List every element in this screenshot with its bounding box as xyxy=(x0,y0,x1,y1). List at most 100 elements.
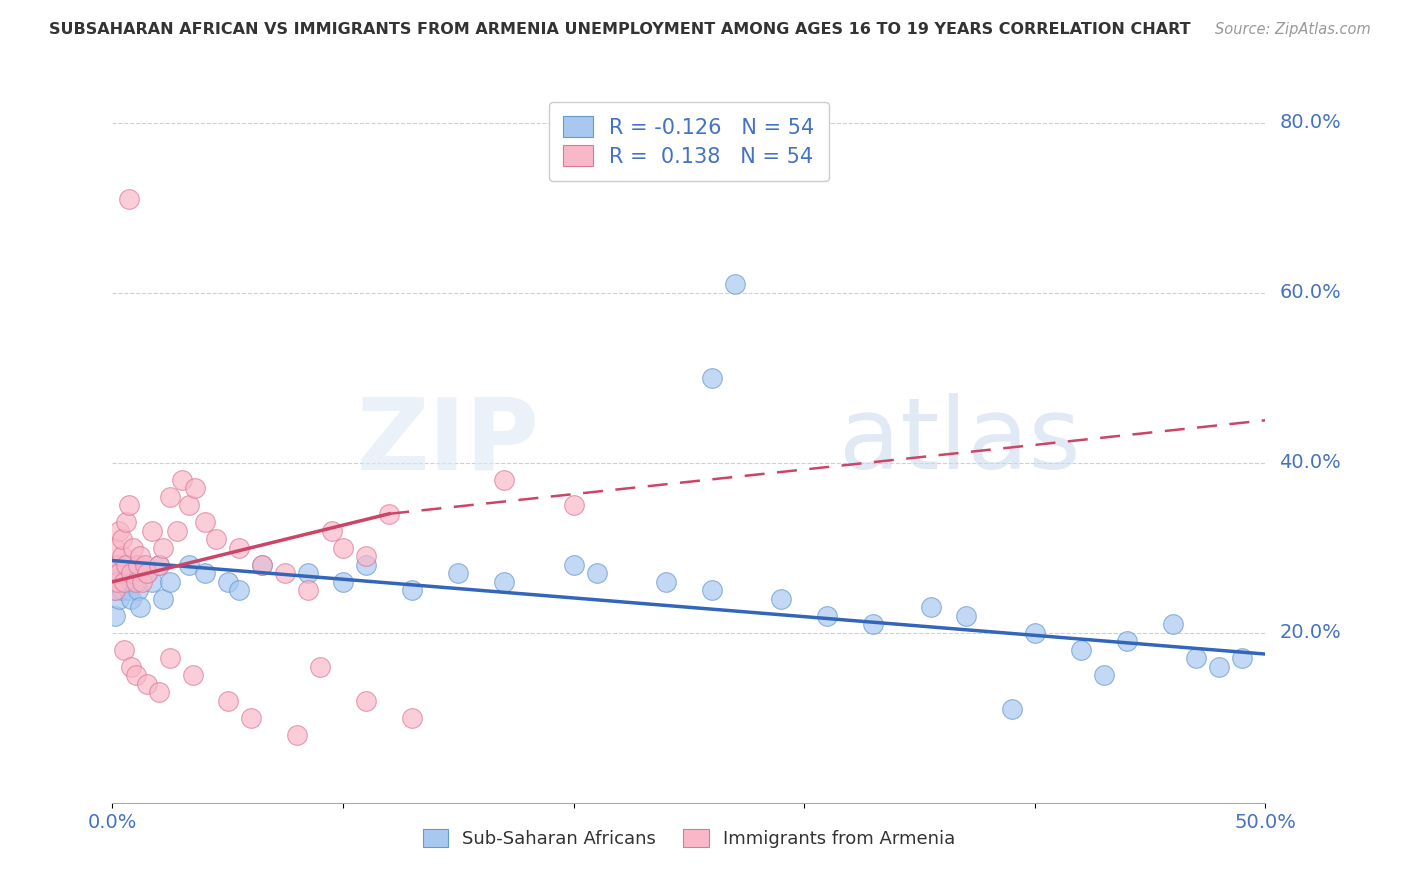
Point xyxy=(177,498,200,512)
Text: 40.0%: 40.0% xyxy=(1279,453,1341,472)
Point xyxy=(120,591,142,606)
Point xyxy=(920,600,942,615)
Point xyxy=(104,608,127,623)
Point xyxy=(124,668,146,682)
Point xyxy=(148,558,170,572)
Point xyxy=(115,558,138,572)
Point xyxy=(112,642,135,657)
Point xyxy=(1001,702,1024,716)
Point xyxy=(111,549,134,564)
Text: 80.0%: 80.0% xyxy=(1279,113,1341,132)
Point xyxy=(159,490,181,504)
Point xyxy=(447,566,470,581)
Point xyxy=(494,473,516,487)
Point xyxy=(354,558,377,572)
Point xyxy=(378,507,401,521)
Point xyxy=(297,583,319,598)
Point xyxy=(1070,642,1092,657)
Text: Source: ZipAtlas.com: Source: ZipAtlas.com xyxy=(1215,22,1371,37)
Point xyxy=(136,566,159,581)
Point xyxy=(770,591,793,606)
Point xyxy=(354,549,377,564)
Point xyxy=(228,583,250,598)
Point xyxy=(112,574,135,589)
Point xyxy=(184,481,207,495)
Point xyxy=(136,677,159,691)
Point xyxy=(124,558,146,572)
Point xyxy=(141,574,163,589)
Point xyxy=(159,574,181,589)
Point xyxy=(120,660,142,674)
Point xyxy=(134,558,156,572)
Point xyxy=(120,566,142,581)
Point xyxy=(111,583,134,598)
Point xyxy=(862,617,884,632)
Point xyxy=(217,694,239,708)
Point xyxy=(562,498,585,512)
Text: atlas: atlas xyxy=(839,393,1080,490)
Point xyxy=(112,574,135,589)
Point xyxy=(1024,625,1046,640)
Point xyxy=(239,711,262,725)
Point xyxy=(217,574,239,589)
Point xyxy=(105,558,128,572)
Point xyxy=(122,574,145,589)
Point xyxy=(205,533,228,547)
Point xyxy=(724,277,747,292)
Point xyxy=(127,583,149,598)
Point xyxy=(700,583,723,598)
Text: SUBSAHARAN AFRICAN VS IMMIGRANTS FROM ARMENIA UNEMPLOYMENT AMONG AGES 16 TO 19 Y: SUBSAHARAN AFRICAN VS IMMIGRANTS FROM AR… xyxy=(49,22,1191,37)
Point xyxy=(131,574,153,589)
Point xyxy=(1208,660,1230,674)
Point xyxy=(194,516,217,530)
Point xyxy=(129,600,152,615)
Text: 60.0%: 60.0% xyxy=(1279,284,1341,302)
Point xyxy=(585,566,607,581)
Point xyxy=(1232,651,1254,665)
Point xyxy=(104,583,127,598)
Point xyxy=(115,558,138,572)
Point xyxy=(815,608,838,623)
Point xyxy=(141,524,163,538)
Point xyxy=(655,574,678,589)
Point xyxy=(124,574,146,589)
Point xyxy=(1161,617,1184,632)
Point xyxy=(108,566,131,581)
Point xyxy=(108,591,131,606)
Text: 20.0%: 20.0% xyxy=(1279,624,1341,642)
Point xyxy=(108,524,131,538)
Point xyxy=(170,473,193,487)
Point xyxy=(177,558,200,572)
Point xyxy=(105,574,128,589)
Point xyxy=(117,583,139,598)
Point xyxy=(332,574,354,589)
Point xyxy=(148,558,170,572)
Point xyxy=(104,583,127,598)
Text: ZIP: ZIP xyxy=(356,393,538,490)
Point xyxy=(105,558,128,572)
Point xyxy=(127,558,149,572)
Point xyxy=(104,541,127,555)
Point xyxy=(129,549,152,564)
Point xyxy=(194,566,217,581)
Point xyxy=(117,498,139,512)
Legend: Sub-Saharan Africans, Immigrants from Armenia: Sub-Saharan Africans, Immigrants from Ar… xyxy=(415,822,963,855)
Point xyxy=(955,608,977,623)
Point xyxy=(152,541,174,555)
Point xyxy=(401,583,423,598)
Point xyxy=(152,591,174,606)
Point xyxy=(252,558,274,572)
Point xyxy=(159,651,181,665)
Point xyxy=(252,558,274,572)
Point xyxy=(562,558,585,572)
Point xyxy=(105,574,128,589)
Point xyxy=(332,541,354,555)
Point xyxy=(122,541,145,555)
Point xyxy=(401,711,423,725)
Point xyxy=(136,566,159,581)
Point xyxy=(228,541,250,555)
Point xyxy=(700,371,723,385)
Point xyxy=(111,533,134,547)
Point xyxy=(1092,668,1115,682)
Point xyxy=(309,660,332,674)
